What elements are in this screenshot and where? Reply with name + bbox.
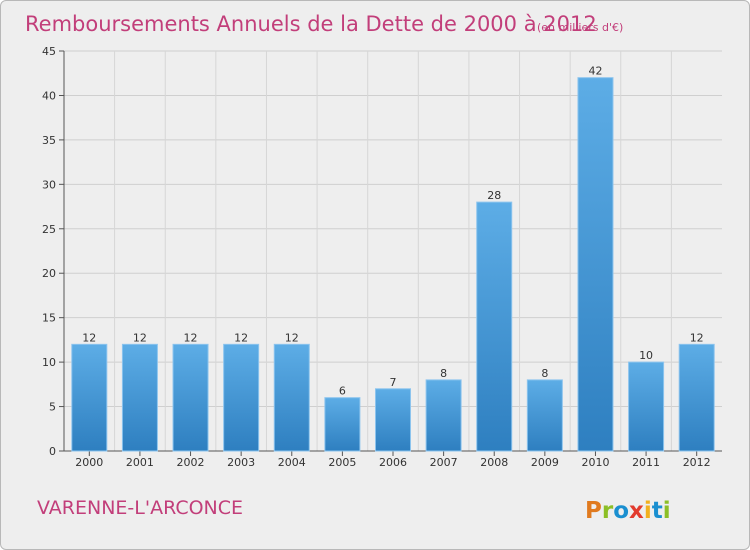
bar-2011 xyxy=(628,361,665,452)
x-tick-label-2007: 2007 xyxy=(430,456,458,469)
x-tick-label-2000: 2000 xyxy=(75,456,103,469)
data-label-2007: 8 xyxy=(440,367,447,380)
x-tick-label-2009: 2009 xyxy=(531,456,559,469)
bar-2004 xyxy=(273,343,310,452)
x-tick-label-2006: 2006 xyxy=(379,456,407,469)
bar-2012 xyxy=(678,343,715,452)
bar-2008 xyxy=(476,201,513,452)
y-tick-label-35: 35 xyxy=(42,134,56,147)
bar-2001 xyxy=(121,343,158,452)
commune-name: VARENNE-L'ARCONCE xyxy=(37,497,243,519)
data-label-2002: 12 xyxy=(184,331,198,344)
y-tick-label-15: 15 xyxy=(42,312,56,325)
x-tick-label-2004: 2004 xyxy=(278,456,306,469)
data-label-2009: 8 xyxy=(541,367,548,380)
x-tick-label-2011: 2011 xyxy=(632,456,660,469)
grid-layer xyxy=(64,50,722,451)
bar-2003 xyxy=(223,343,260,452)
proxiti-logo: Proxiti xyxy=(585,498,671,524)
y-tick-label-30: 30 xyxy=(42,178,56,191)
data-label-2005: 6 xyxy=(339,385,346,398)
x-tick-label-2008: 2008 xyxy=(480,456,508,469)
bar-2002 xyxy=(172,343,209,452)
y-tick-label-40: 40 xyxy=(42,89,56,102)
label-layer: 12 12 12 12 12 6 7 8 28 8 42 10 12 xyxy=(82,65,703,398)
data-label-2011: 10 xyxy=(639,349,653,362)
y-tick-label-25: 25 xyxy=(42,223,56,236)
logo-letter-4: i xyxy=(644,498,652,524)
logo-letter-1: r xyxy=(602,498,614,524)
bar-2009 xyxy=(526,379,563,452)
data-label-2001: 12 xyxy=(133,331,147,344)
logo-letter-6: i xyxy=(663,498,671,524)
data-label-2004: 12 xyxy=(285,331,299,344)
data-label-2000: 12 xyxy=(82,331,96,344)
bar-2007 xyxy=(425,379,462,452)
logo-letter-0: P xyxy=(585,498,602,524)
data-label-2010: 42 xyxy=(588,65,602,78)
bar-2006 xyxy=(375,388,411,452)
bar-2010 xyxy=(577,77,614,452)
bar-layer xyxy=(71,77,715,452)
data-label-2012: 12 xyxy=(690,331,704,344)
x-tick-label-2010: 2010 xyxy=(581,456,609,469)
data-label-2008: 28 xyxy=(487,189,501,202)
chart-title: Remboursements Annuels de la Dette de 20… xyxy=(25,12,597,36)
logo-letter-3: x xyxy=(629,498,644,524)
bar-2000 xyxy=(71,343,108,452)
data-label-2006: 7 xyxy=(390,376,397,389)
y-tick-label-0: 0 xyxy=(49,445,56,458)
y-tick-label-5: 5 xyxy=(49,401,56,414)
bar-2005 xyxy=(324,397,361,452)
logo-letter-5: t xyxy=(652,498,663,524)
x-tick-label-2005: 2005 xyxy=(328,456,356,469)
y-tick-label-10: 10 xyxy=(42,356,56,369)
logo-letter-2: o xyxy=(613,498,629,524)
x-tick-label-2001: 2001 xyxy=(126,456,154,469)
proxiti-wordmark: Proxiti xyxy=(585,498,671,524)
y-tick-label-20: 20 xyxy=(42,267,56,280)
x-tick-label-2012: 2012 xyxy=(683,456,711,469)
chart-subtitle: (en milliers d'€) xyxy=(537,21,623,34)
data-label-2003: 12 xyxy=(234,331,248,344)
y-tick-label-45: 45 xyxy=(42,45,56,58)
x-tick-label-2002: 2002 xyxy=(177,456,205,469)
x-tick-label-2003: 2003 xyxy=(227,456,255,469)
